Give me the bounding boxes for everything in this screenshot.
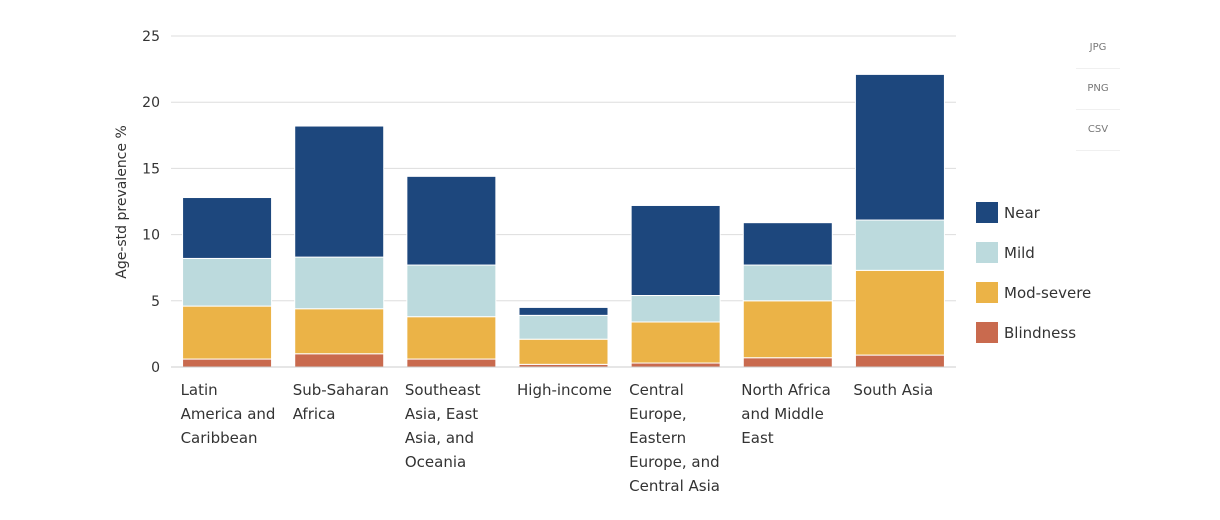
bar-segment-mild[interactable]	[294, 256, 385, 310]
legend-swatch	[976, 322, 998, 343]
bar-segment-mild[interactable]	[518, 314, 609, 340]
bar-segment-blindness[interactable]	[630, 362, 721, 368]
x-axis-labels: Latin America and Caribbean Sub-Saharan Afri…	[181, 381, 934, 495]
legend: Near Mild Mod-severe Blindness	[976, 202, 1091, 343]
bar-segment-mild[interactable]	[406, 264, 497, 318]
y-tick-label: 15	[142, 161, 160, 177]
bar-segment-blindness[interactable]	[854, 354, 945, 368]
legend-label: Near	[1004, 204, 1041, 222]
export-csv-button[interactable]: CSV	[1076, 110, 1120, 151]
export-menu: JPG PNG CSV	[1076, 28, 1120, 151]
bars	[182, 73, 945, 368]
legend-swatch	[976, 282, 998, 303]
bar-stack	[518, 306, 609, 368]
bar-stack	[294, 125, 385, 368]
bar-segment-mod-severe[interactable]	[294, 308, 385, 355]
bar-segment-mod-severe[interactable]	[406, 316, 497, 360]
bar-segment-mild[interactable]	[742, 264, 833, 302]
bar-segment-mild[interactable]	[854, 219, 945, 271]
bar-segment-near[interactable]	[182, 197, 273, 259]
bar-segment-near[interactable]	[406, 175, 497, 266]
bar-stack	[630, 204, 721, 368]
legend-swatch	[976, 202, 998, 223]
x-tick-label: Sub-Saharan Africa	[293, 381, 389, 423]
y-tick-label: 0	[151, 360, 160, 376]
x-tick-label: North Africa and Middle East	[741, 381, 831, 447]
bar-segment-near[interactable]	[854, 73, 945, 221]
bar-segment-blindness[interactable]	[294, 353, 385, 368]
x-tick-label: Latin America and Caribbean	[181, 381, 276, 447]
bar-segment-mod-severe[interactable]	[854, 269, 945, 356]
bar-segment-mod-severe[interactable]	[630, 321, 721, 364]
bar-stack	[742, 222, 833, 368]
bar-segment-mod-severe[interactable]	[182, 305, 273, 360]
export-png-button[interactable]: PNG	[1076, 69, 1120, 110]
bar-segment-near[interactable]	[742, 222, 833, 266]
bar-segment-mod-severe[interactable]	[742, 300, 833, 359]
y-tick-label: 5	[151, 294, 160, 310]
x-tick-label: High-income	[517, 381, 612, 399]
legend-label: Blindness	[1004, 324, 1076, 342]
y-tick-label: 20	[142, 95, 160, 111]
y-tick-label: 10	[142, 228, 160, 244]
bar-stack	[182, 197, 273, 368]
legend-item[interactable]: Near	[976, 202, 1041, 223]
legend-label: Mod-severe	[1004, 284, 1091, 302]
legend-item[interactable]: Mod-severe	[976, 282, 1091, 303]
bar-segment-blindness[interactable]	[182, 358, 273, 368]
legend-label: Mild	[1004, 244, 1035, 262]
export-jpg-button[interactable]: JPG	[1076, 28, 1120, 69]
x-tick-label: Central Europe, Eastern Europe, and Central …	[629, 381, 720, 495]
bar-segment-mild[interactable]	[182, 257, 273, 307]
bar-segment-mod-severe[interactable]	[518, 338, 609, 365]
bar-segment-near[interactable]	[294, 125, 385, 258]
legend-item[interactable]: Blindness	[976, 322, 1076, 343]
bar-stack	[406, 175, 497, 368]
legend-item[interactable]: Mild	[976, 242, 1035, 263]
bar-segment-mild[interactable]	[630, 295, 721, 323]
bar-stack	[854, 73, 945, 368]
y-axis-label: Age-std prevalence %	[114, 125, 130, 279]
y-axis-ticks: 0 5 10 15 20 25	[142, 29, 160, 376]
legend-swatch	[976, 242, 998, 263]
bar-segment-blindness[interactable]	[742, 357, 833, 368]
y-tick-label: 25	[142, 29, 160, 45]
bar-segment-near[interactable]	[630, 204, 721, 297]
gridlines	[171, 35, 956, 302]
x-tick-label: Southeast Asia, East Asia, and Oceania	[405, 381, 481, 471]
bar-segment-near[interactable]	[518, 306, 609, 316]
x-tick-label: South Asia	[853, 381, 933, 399]
bar-segment-blindness[interactable]	[406, 358, 497, 368]
